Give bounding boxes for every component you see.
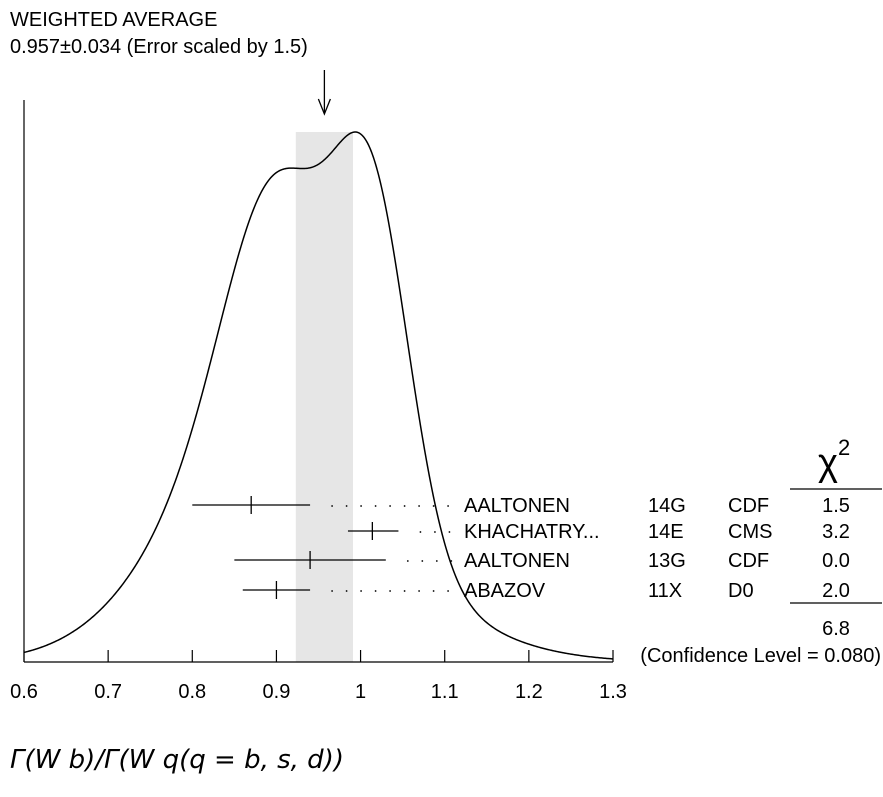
measurement-row: AALTONEN 13G CDF 0.0 — [234, 550, 850, 572]
chart-subtitle: 0.957±0.034 (Error scaled by 1.5) — [10, 36, 308, 58]
x-tick-label: 0.6 — [10, 681, 38, 703]
x-axis-label: Γ(W b)/Γ(W q(q = b, s, d)) — [10, 745, 344, 775]
measurement-year: 11X — [648, 580, 682, 602]
dotted-leader — [331, 505, 449, 507]
measurement-chi2: 3.2 — [822, 521, 850, 543]
x-ticks — [23, 650, 614, 662]
x-tick-labels: 0.6 0.7 0.8 0.9 1 1.1 1.2 1.3 — [10, 681, 627, 703]
measurement-experiment: D0 — [728, 580, 754, 602]
chi2-symbol: χ — [818, 442, 838, 484]
measurement-experiment: CDF — [728, 495, 769, 517]
weighted-average-band — [295, 132, 353, 662]
measurement-row: KHACHATRY... 14E CMS 3.2 — [347, 521, 850, 543]
chi2-header: χ2 — [818, 435, 850, 484]
measurement-year: 13G — [648, 550, 686, 572]
measurement-author: ABAZOV — [464, 580, 546, 602]
x-tick-label: 1 — [355, 681, 366, 703]
dotted-leader — [331, 590, 449, 592]
measurements: AALTONEN 14G CDF 1.5 KHACHATRY... 14E CMS 3.2 AA… — [192, 495, 850, 602]
measurement-chi2: 2.0 — [822, 580, 850, 602]
measurement-year: 14E — [648, 521, 684, 543]
arrow-head — [317, 98, 331, 116]
measurement-chi2: 1.5 — [822, 495, 850, 517]
chart-title: WEIGHTED AVERAGE — [10, 9, 217, 31]
measurement-chi2: 0.0 — [822, 550, 850, 572]
ideogram-curve — [23, 131, 614, 660]
x-tick-label: 0.9 — [263, 681, 291, 703]
x-tick-label: 1.3 — [599, 681, 627, 703]
x-tick-label: 1.1 — [431, 681, 459, 703]
average-arrow — [317, 70, 331, 116]
measurement-row: AALTONEN 14G CDF 1.5 — [192, 495, 850, 517]
measurement-row: ABAZOV 11X D0 2.0 — [242, 580, 850, 602]
x-tick-label: 0.8 — [178, 681, 206, 703]
chi2-superscript: 2 — [838, 435, 850, 460]
chi2-total: 6.8 — [822, 618, 850, 640]
measurement-experiment: CMS — [728, 521, 772, 543]
confidence-level: (Confidence Level = 0.080) — [640, 645, 881, 667]
measurement-year: 14G — [648, 495, 686, 517]
dotted-leader — [406, 560, 453, 562]
x-tick-label: 1.2 — [515, 681, 543, 703]
x-tick-label: 0.7 — [94, 681, 122, 703]
measurement-author: AALTONEN — [464, 550, 570, 572]
measurement-author: AALTONEN — [464, 495, 570, 517]
measurement-author: KHACHATRY... — [464, 521, 600, 543]
dotted-leader — [419, 531, 451, 533]
measurement-experiment: CDF — [728, 550, 769, 572]
